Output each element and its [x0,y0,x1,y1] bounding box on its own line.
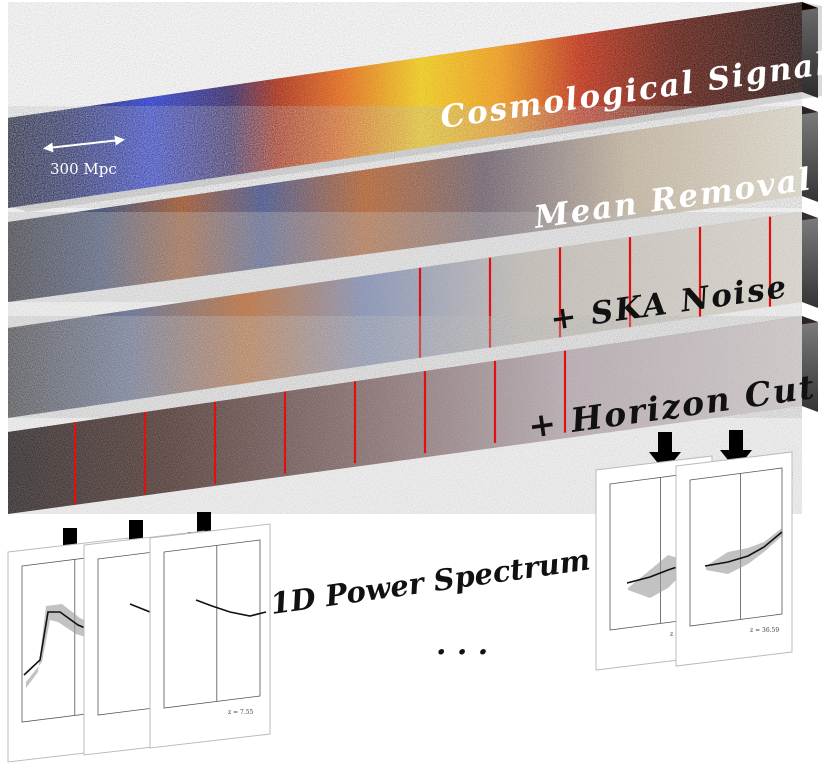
scale-bar: 300 Mpc [43,135,125,178]
scale-bar-arrow [43,135,125,153]
horizon-cut-lines [73,350,567,505]
power-spectrum-curve [704,531,783,567]
panel-redshift-label: z = 36.59 [750,627,779,634]
slab-ska-noise [8,212,818,418]
horizon-cut-lines [418,216,772,358]
power-spectrum-title: 1D Power Spectrum [268,542,592,621]
panel-card [149,523,271,749]
panel-axes [163,539,261,709]
slab-cosmological-signal [8,2,822,212]
slab-mean-removal [8,106,818,302]
uncertainty-band [26,604,118,688]
power-spectrum-panels: z = 5.80z = 6.66z = 7.55z = 21.82z = 36.… [7,451,793,763]
panel-redshift-label: z = 7.55 [228,709,254,716]
ellipsis: · · · [436,635,488,670]
panel-axes [689,467,783,627]
power-spectrum-panel: z = 36.59 [675,451,793,667]
uncertainty-band [628,536,712,598]
power-spectrum-curve [195,599,267,617]
slab-horizon-cut [8,316,818,514]
scale-bar-label: 300 Mpc [50,160,117,178]
power-spectrum-panel: z = 7.55 [149,523,271,749]
